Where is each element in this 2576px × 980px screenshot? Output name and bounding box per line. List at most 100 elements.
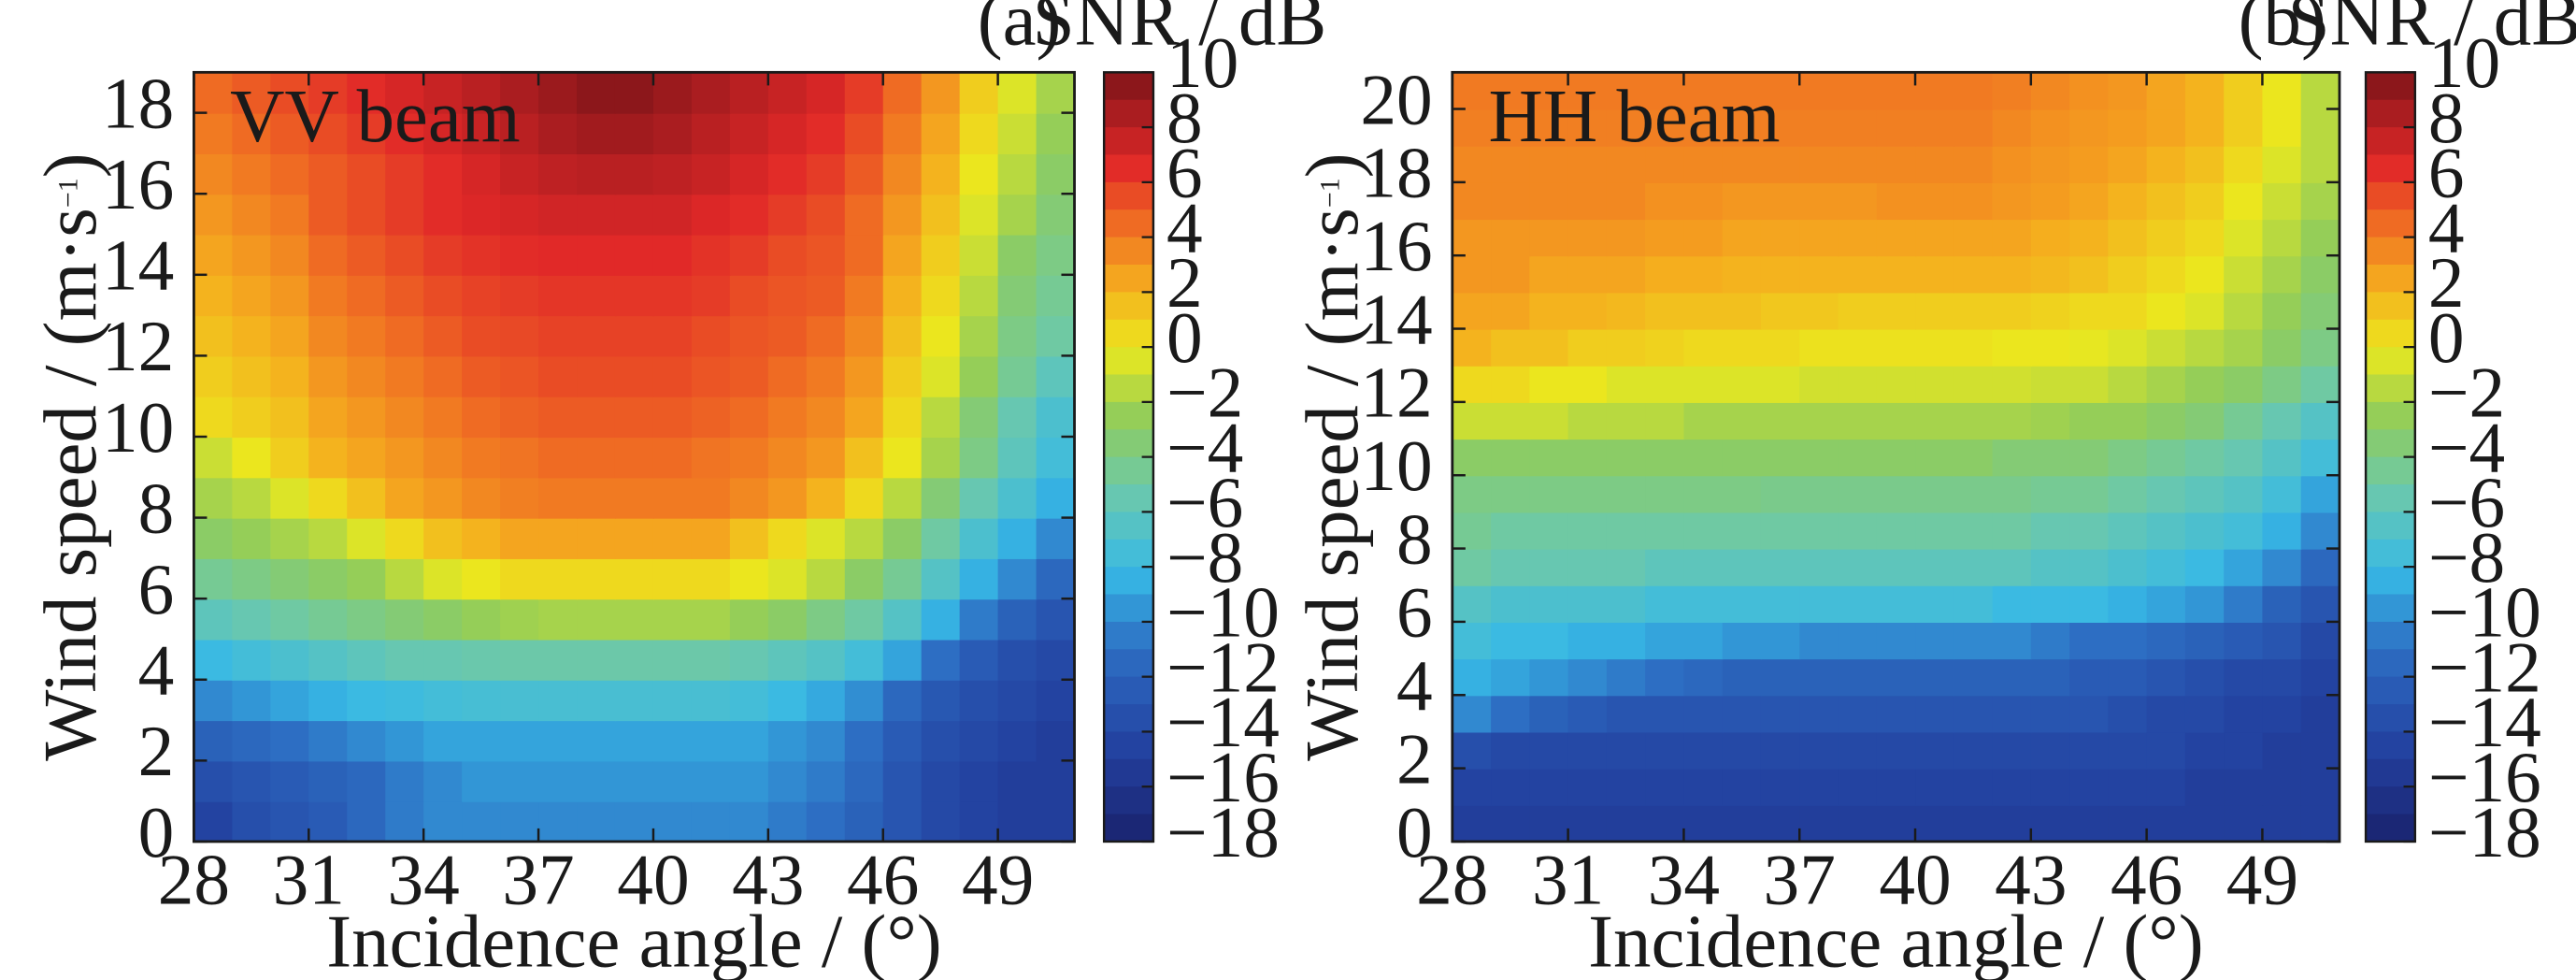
heatmap-cell (1452, 475, 1493, 513)
heatmap-cell (2262, 512, 2302, 550)
heatmap-cell (1491, 439, 1531, 477)
heatmap-cell (1799, 145, 1839, 183)
heatmap-cell (2146, 108, 2186, 147)
y-tick-label: 8 (1396, 498, 1433, 579)
heatmap-cell (1722, 401, 1763, 440)
heatmap-cell (614, 152, 655, 195)
heatmap-cell (385, 517, 425, 559)
heatmap-cell (1036, 234, 1076, 276)
heatmap-cell (1036, 152, 1076, 195)
y-tick-label: 18 (1360, 133, 1432, 213)
heatmap-cell (882, 800, 923, 843)
heatmap-cell (1876, 219, 1917, 257)
heatmap-cell (2300, 512, 2341, 550)
heatmap-cell (806, 315, 846, 357)
heatmap-cell (921, 234, 961, 276)
heatmap-cell (882, 679, 923, 722)
heatmap-cell (921, 800, 961, 843)
heatmap-cell (538, 315, 579, 357)
heatmap-cell (2300, 548, 2341, 586)
colorbar-band (2366, 181, 2415, 211)
heatmap-cell (1645, 548, 1685, 586)
heatmap-cell (1036, 194, 1076, 236)
heatmap-cell (2146, 365, 2186, 403)
heatmap-cell (2184, 475, 2225, 513)
colorbar-tick-label: 8 (2428, 78, 2465, 158)
y-axis-title: Wind speed / (m·s−1) (29, 152, 112, 760)
heatmap-cell (1838, 804, 1878, 843)
x-tick-label: 34 (1648, 840, 1720, 920)
heatmap-cell (500, 152, 540, 195)
colorbar-band (1104, 429, 1153, 458)
heatmap-cell (1529, 145, 1569, 183)
heatmap-cell (959, 112, 999, 154)
heatmap-cell (2069, 219, 2110, 257)
heatmap-cell (652, 396, 693, 439)
heatmap-cell (1838, 768, 1878, 806)
heatmap-cell (1036, 477, 1076, 519)
heatmap-cell (2069, 621, 2110, 660)
heatmap-cell (385, 557, 425, 600)
colorbar-band (1104, 484, 1153, 513)
heatmap-cell (1799, 584, 1839, 623)
heatmap-cell (462, 274, 502, 317)
heatmap-cell (1953, 292, 1994, 330)
heatmap-cell (652, 598, 693, 641)
beam-label: VV beam (230, 75, 521, 158)
heatmap-cell (997, 679, 1038, 722)
heatmap-cell (691, 152, 731, 195)
heatmap-cell (997, 355, 1038, 397)
heatmap-cell (1992, 658, 2032, 697)
heatmap-cell (500, 194, 540, 236)
heatmap-cell (2069, 72, 2110, 110)
heatmap-cell (1452, 439, 1493, 477)
colorbar-band (2366, 401, 2415, 431)
y-tick-label: 0 (138, 792, 175, 872)
heatmap-cell (2184, 292, 2225, 330)
heatmap-cell (2262, 292, 2302, 330)
heatmap-cell (1722, 439, 1763, 477)
heatmap-cell (2224, 108, 2264, 147)
heatmap-cell (232, 557, 272, 600)
heatmap-cell (1876, 255, 1917, 294)
heatmap-cell (767, 152, 808, 195)
x-tick-label: 40 (617, 840, 689, 920)
heatmap-cell (844, 557, 884, 600)
heatmap-cell (500, 72, 540, 114)
heatmap-cell (1992, 768, 2032, 806)
heatmap-cell (2224, 219, 2264, 257)
colorbar-band (2366, 512, 2415, 540)
heatmap-cell (882, 112, 923, 154)
heatmap-cell (806, 194, 846, 236)
heatmap-cell (806, 436, 846, 479)
heatmap-cell (193, 396, 234, 439)
heatmap-cell (1876, 292, 1917, 330)
heatmap-cell (270, 112, 310, 154)
heatmap-cell (308, 274, 349, 317)
heatmap-cell (691, 315, 731, 357)
heatmap-cell (1567, 365, 1608, 403)
heatmap-cell (614, 517, 655, 559)
x-tick-label: 46 (847, 840, 919, 920)
heatmap-cell (844, 517, 884, 559)
heatmap-cell (1645, 108, 1685, 147)
colorbar-tick-label: 10 (2428, 22, 2500, 103)
beam-label: HH beam (1488, 75, 1780, 158)
heatmap-cell (1876, 145, 1917, 183)
heatmap-cell (423, 436, 464, 479)
heatmap-cell (2262, 768, 2302, 806)
y-tick-label: 12 (1360, 353, 1432, 433)
heatmap-cell (2030, 328, 2071, 367)
heatmap-cell (1567, 145, 1608, 183)
heatmap-cell (308, 598, 349, 641)
heatmap-cell (1452, 219, 1493, 257)
heatmap-cell (2146, 219, 2186, 257)
heatmap-cell (921, 557, 961, 600)
heatmap-cell (500, 355, 540, 397)
heatmap-cell (1838, 72, 1878, 110)
colorbar-band (2366, 264, 2415, 294)
heatmap-cell (577, 598, 617, 641)
y-tick-label: 10 (1360, 425, 1432, 506)
heatmap-cell (652, 720, 693, 762)
heatmap-cell (2262, 695, 2302, 733)
